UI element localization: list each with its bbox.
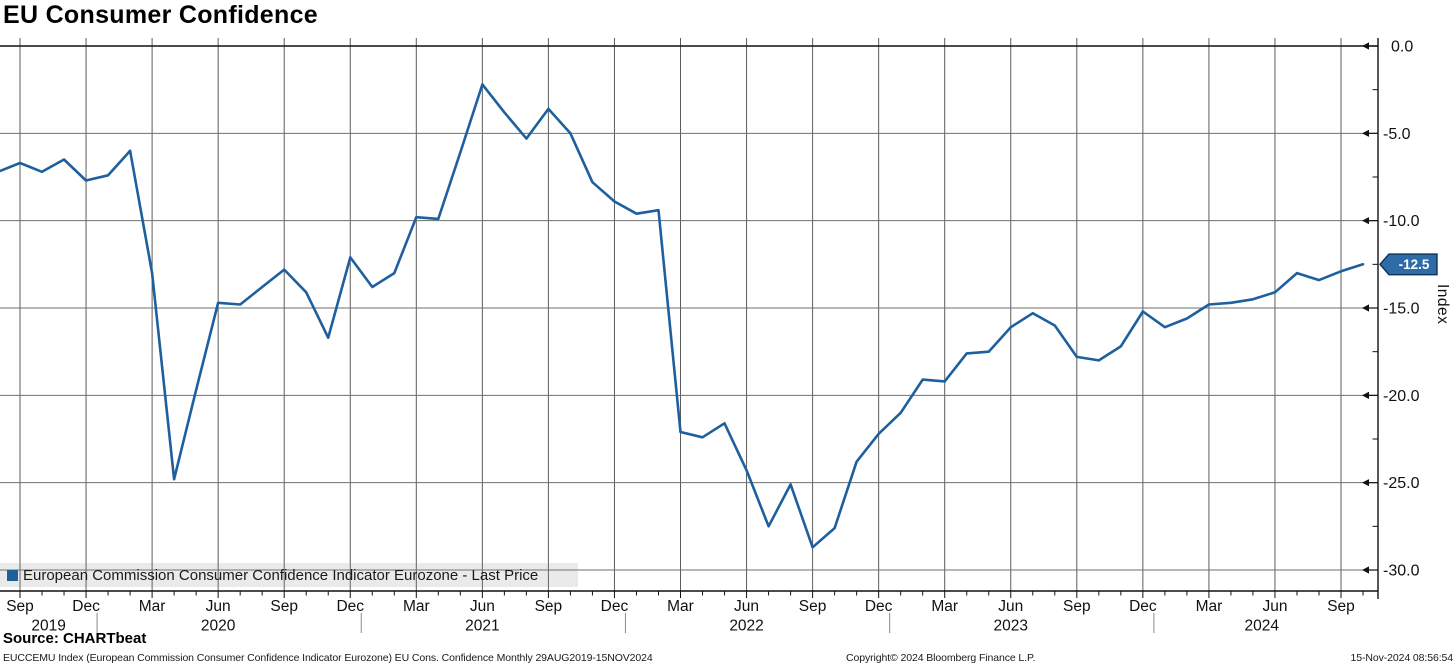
y-axis-tick-arrow-icon: [1362, 566, 1369, 574]
y-axis-tick-label: -10.0: [1383, 213, 1420, 230]
x-axis-month-label: Mar: [139, 598, 166, 615]
source-line: Source: CHARTbeat: [3, 630, 147, 647]
legend-swatch-icon: [7, 569, 18, 581]
x-axis-month-label: Sep: [270, 598, 298, 615]
x-axis-year-label: 2020: [201, 618, 236, 635]
footer: EUCCEMU Index (European Commission Consu…: [0, 650, 1456, 666]
last-price-flag[interactable]: [1379, 253, 1438, 276]
y-axis-tick-label: 0.0: [1391, 39, 1413, 56]
x-axis-month-label: Sep: [799, 598, 827, 615]
x-axis-month-label: Jun: [470, 598, 495, 615]
x-axis-month-label: Sep: [6, 598, 34, 615]
x-axis-month-label: Mar: [931, 598, 958, 615]
x-axis-year-label: 2021: [465, 618, 499, 635]
x-axis-month-label: Sep: [535, 598, 563, 615]
y-axis-tick-label: -25.0: [1383, 475, 1420, 492]
x-axis-month-label: Jun: [734, 598, 759, 615]
x-axis-month-label: Jun: [1262, 598, 1287, 615]
x-axis-month-label: Mar: [667, 598, 694, 615]
x-axis-year-label: 2022: [729, 618, 763, 635]
y-axis-tick-arrow-icon: [1362, 42, 1369, 50]
footer-datetime: 15-Nov-2024 08:56:54: [1350, 652, 1454, 664]
y-axis-tick-label: -20.0: [1383, 388, 1420, 405]
x-axis-year-label: 2024: [1245, 618, 1280, 635]
y-axis-tick-arrow-icon: [1362, 304, 1369, 312]
x-axis-month-label: Jun: [998, 598, 1023, 615]
x-axis-month-label: Dec: [1129, 598, 1157, 615]
x-axis-month-label: Mar: [1196, 598, 1223, 615]
chart-title: EU Consumer Confidence: [3, 1, 318, 29]
y-axis-tick-label: -5.0: [1383, 126, 1411, 143]
y-axis-tick-label: -15.0: [1383, 301, 1420, 318]
x-axis-month-label: Sep: [1063, 598, 1091, 615]
y-axis-tick-arrow-icon: [1362, 391, 1369, 399]
x-axis-month-label: Dec: [601, 598, 629, 615]
x-axis-month-label: Dec: [336, 598, 364, 615]
x-axis-month-label: Dec: [865, 598, 893, 615]
footer-security-description: EUCCEMU Index (European Commission Consu…: [3, 652, 653, 664]
y-axis-title: Index: [1434, 284, 1451, 325]
x-axis-year-label: 2023: [994, 618, 1028, 635]
x-axis-month-label: Sep: [1327, 598, 1355, 615]
x-axis-month-label: Dec: [72, 598, 100, 615]
legend[interactable]: European Commission Consumer Confidence …: [0, 563, 578, 587]
x-axis-month-label: Mar: [403, 598, 430, 615]
footer-copyright: Copyright© 2024 Bloomberg Finance L.P.: [846, 652, 1036, 664]
legend-label: European Commission Consumer Confidence …: [23, 566, 539, 584]
y-axis-tick-arrow-icon: [1362, 129, 1369, 137]
x-axis-month-label: Jun: [206, 598, 231, 615]
y-axis-tick-arrow-icon: [1362, 479, 1369, 487]
price-line[interactable]: [0, 83, 1365, 549]
y-axis-tick-label: -30.0: [1383, 563, 1420, 580]
y-axis-tick-arrow-icon: [1362, 217, 1369, 225]
last-price-flag-label: -12.5: [1399, 257, 1430, 272]
x-axis-year-label: 2019: [31, 618, 65, 635]
